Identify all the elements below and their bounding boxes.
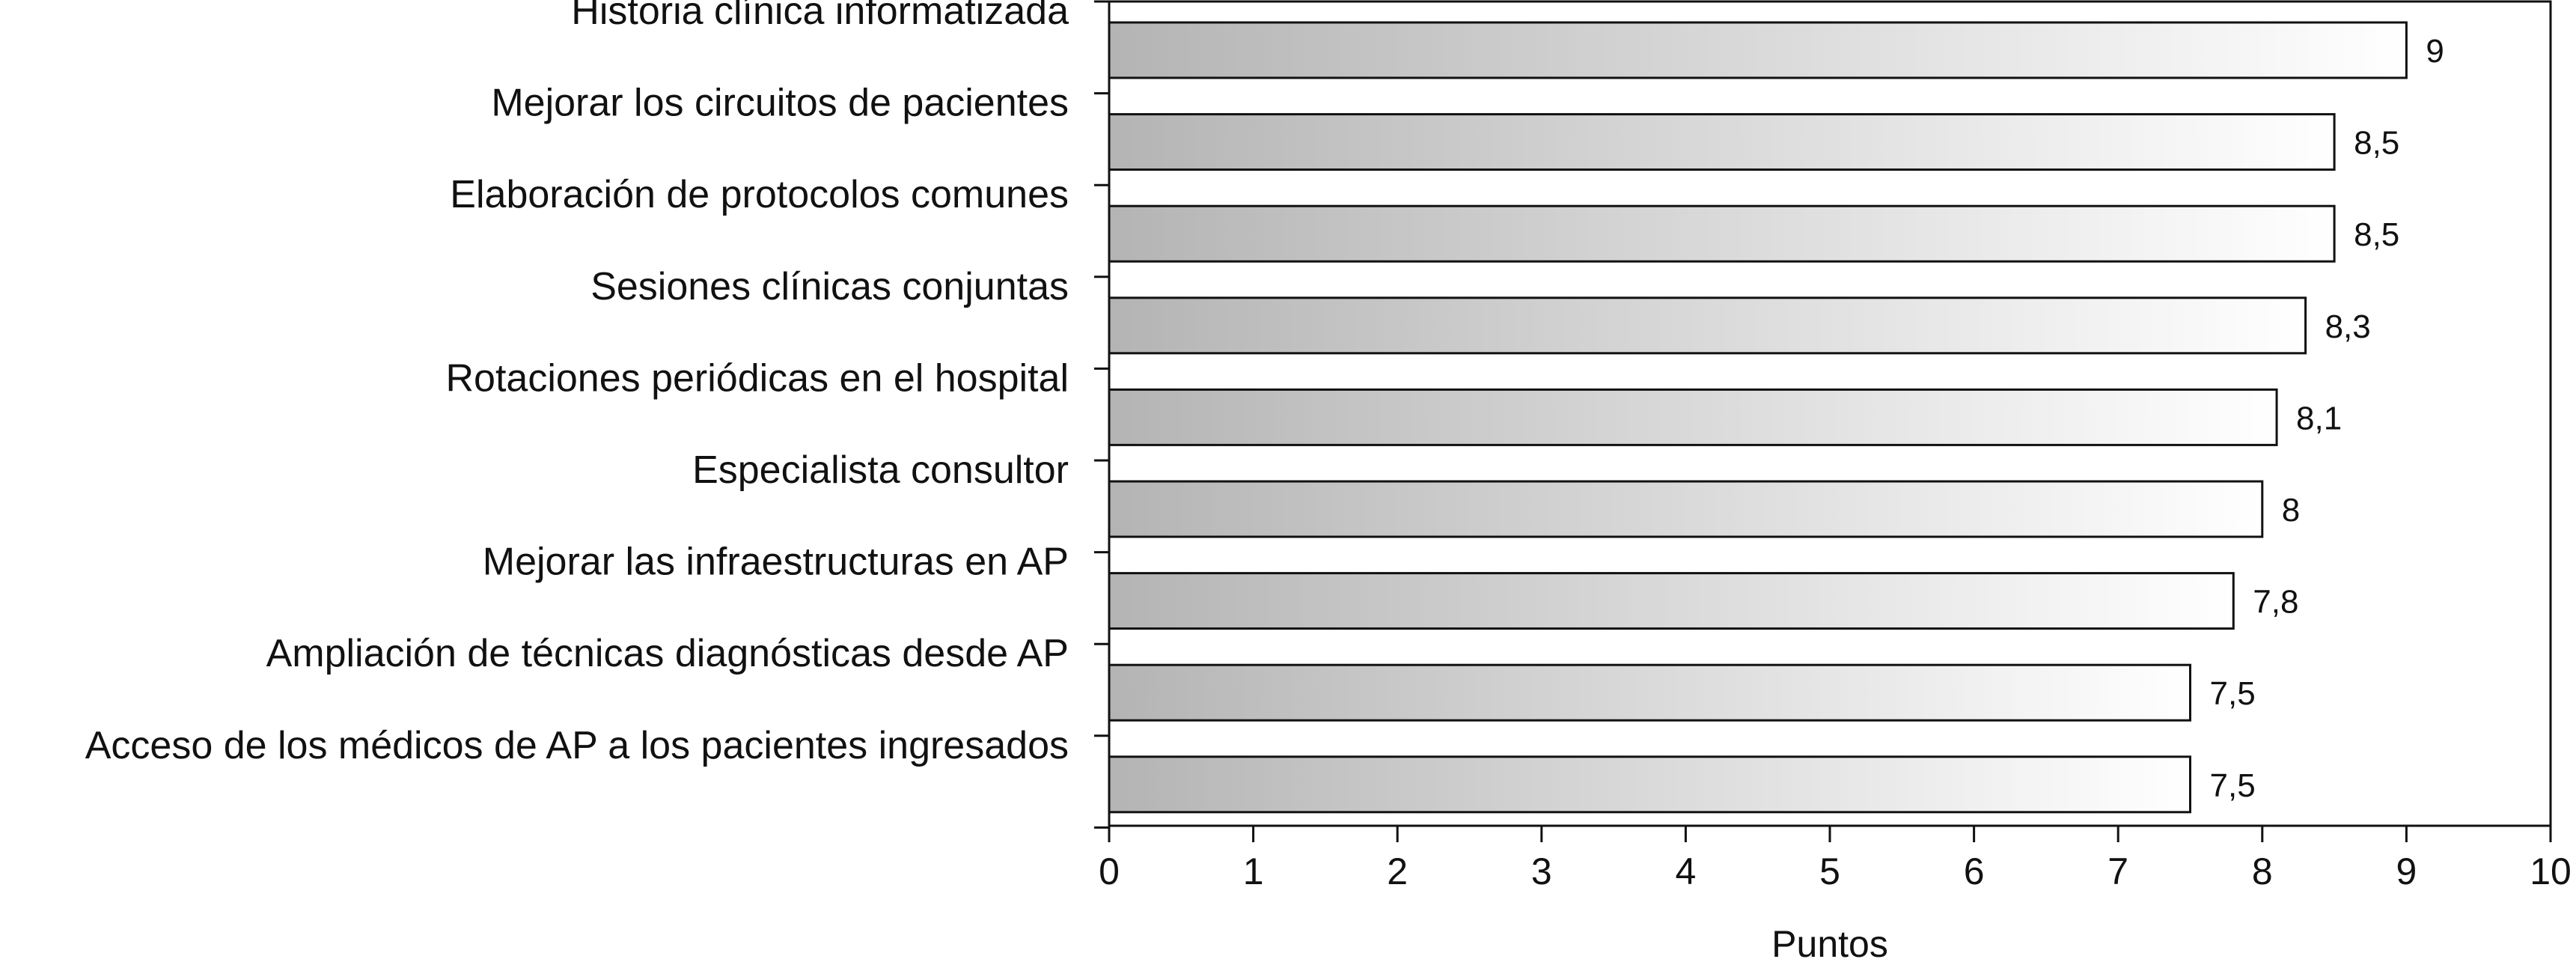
- x-tick-label: 5: [1819, 850, 1840, 892]
- value-label: 7,5: [2210, 675, 2256, 712]
- x-tick-label: 7: [2108, 850, 2128, 892]
- bar: [1108, 21, 2408, 79]
- bar: [1108, 113, 2336, 171]
- x-tick-label: 9: [2396, 850, 2417, 892]
- category-label: Ampliación de técnicas diagnósticas desd…: [266, 632, 1069, 675]
- value-label: 8: [2282, 492, 2300, 529]
- x-tick-label: 10: [2530, 850, 2572, 892]
- x-tick-label: 2: [1387, 850, 1408, 892]
- bar: [1108, 663, 2191, 722]
- bar: [1108, 755, 2191, 814]
- x-tick-label: 4: [1675, 850, 1696, 892]
- value-label: 8,5: [2354, 216, 2399, 253]
- x-axis-title: Puntos: [1771, 923, 1888, 965]
- category-label: Rotaciones periódicas en el hospital: [445, 356, 1069, 400]
- labels-group: 0 1 2 3 4 5 6 7 8 9 10 Puntos Historia clínica infor…: [85, 0, 2572, 965]
- category-label: Especialista consultor: [692, 448, 1069, 492]
- x-tick-label: 3: [1531, 850, 1552, 892]
- value-label: 7,5: [2210, 767, 2256, 804]
- bar: [1108, 204, 2336, 263]
- value-label: 7,8: [2253, 584, 2298, 621]
- value-label: 8,3: [2325, 308, 2371, 345]
- category-label: Sesiones clínicas conjuntas: [590, 265, 1069, 308]
- category-label: Acceso de los médicos de AP a los pacien…: [85, 724, 1069, 767]
- bar: [1108, 480, 2264, 538]
- bar: [1108, 296, 2307, 355]
- value-label: 8,5: [2354, 125, 2399, 162]
- category-label: Mejorar los circuitos de pacientes: [491, 82, 1069, 125]
- category-label: Historia clínica informatizada: [571, 0, 1069, 33]
- bar: [1108, 388, 2278, 446]
- x-tick-label: 1: [1243, 850, 1264, 892]
- x-tick-label: 8: [2252, 850, 2273, 892]
- x-tick-label: 0: [1099, 850, 1120, 892]
- x-tick-label: 6: [1964, 850, 1985, 892]
- bars-group: [1108, 21, 2408, 814]
- value-label: 9: [2426, 33, 2444, 70]
- bar: [1108, 572, 2235, 630]
- category-label: Elaboración de protocolos comunes: [450, 173, 1069, 216]
- category-label: Mejorar las infraestructuras en AP: [483, 541, 1069, 584]
- value-label: 8,1: [2296, 400, 2342, 436]
